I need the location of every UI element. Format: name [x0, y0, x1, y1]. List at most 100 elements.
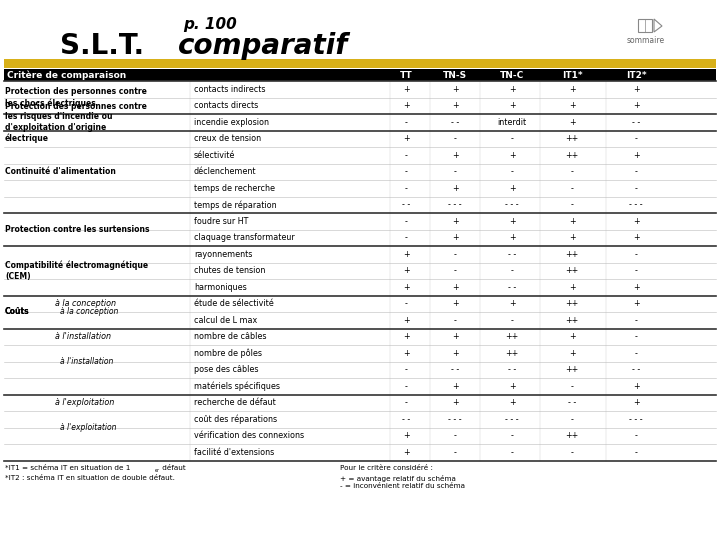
Text: -: - — [634, 167, 637, 176]
Text: à l'exploitation: à l'exploitation — [55, 399, 114, 407]
Text: contacts directs: contacts directs — [194, 102, 258, 110]
Text: +: + — [451, 184, 459, 193]
Text: +: + — [402, 266, 409, 275]
Text: +: + — [569, 118, 575, 127]
Text: -: - — [405, 184, 408, 193]
Text: Critère de comparaison: Critère de comparaison — [7, 70, 126, 80]
Text: claquage transformateur: claquage transformateur — [194, 233, 294, 242]
Bar — [4, 59, 716, 68]
Text: +: + — [509, 233, 516, 242]
Text: +: + — [451, 399, 459, 407]
Text: - -: - - — [508, 283, 516, 292]
Text: +: + — [402, 349, 409, 357]
Text: +: + — [509, 85, 516, 94]
Text: -: - — [405, 365, 408, 374]
Text: incendie explosion: incendie explosion — [194, 118, 269, 127]
Text: TT: TT — [400, 71, 413, 79]
Text: - = inconvénient relatif du schéma: - = inconvénient relatif du schéma — [340, 483, 465, 489]
Text: +: + — [451, 102, 459, 110]
Text: +: + — [633, 283, 639, 292]
Text: à la conception: à la conception — [60, 307, 118, 316]
Text: -: - — [405, 299, 408, 308]
Text: ++: ++ — [505, 349, 518, 357]
Text: -: - — [570, 382, 573, 391]
Text: +: + — [451, 283, 459, 292]
Text: +: + — [509, 184, 516, 193]
Text: nombre de câbles: nombre de câbles — [194, 332, 266, 341]
Text: -: - — [405, 167, 408, 176]
Text: -: - — [454, 448, 456, 457]
Text: +: + — [633, 233, 639, 242]
Text: harmoniques: harmoniques — [194, 283, 247, 292]
Text: calcul de L max: calcul de L max — [194, 316, 257, 325]
Text: + = avantage relatif du schéma: + = avantage relatif du schéma — [340, 475, 456, 482]
Text: -: - — [454, 167, 456, 176]
Text: TN-C: TN-C — [500, 71, 524, 79]
Text: +: + — [633, 151, 639, 160]
Text: -: - — [570, 167, 573, 176]
Text: - -: - - — [402, 415, 410, 424]
Text: -: - — [634, 431, 637, 440]
Text: +: + — [569, 332, 575, 341]
Text: à l'installation: à l'installation — [60, 357, 113, 366]
Text: +: + — [402, 102, 409, 110]
Text: +: + — [451, 382, 459, 391]
Text: vérification des connexions: vérification des connexions — [194, 431, 304, 440]
Text: Coûts: Coûts — [5, 307, 30, 316]
Text: -: - — [634, 266, 637, 275]
Text: -: - — [510, 134, 513, 143]
Text: -: - — [405, 118, 408, 127]
Text: Continuité d'alimentation: Continuité d'alimentation — [5, 167, 116, 176]
Text: - -: - - — [632, 365, 640, 374]
Text: +: + — [451, 332, 459, 341]
Bar — [638, 19, 652, 32]
Text: -: - — [634, 448, 637, 457]
Text: *IT2 : schéma IT en situation de double défaut.: *IT2 : schéma IT en situation de double … — [5, 476, 175, 482]
Text: -: - — [510, 167, 513, 176]
Text: -: - — [570, 184, 573, 193]
Text: -: - — [634, 184, 637, 193]
Text: er: er — [155, 468, 160, 472]
Text: +: + — [569, 233, 575, 242]
Text: +: + — [402, 332, 409, 341]
Text: -: - — [405, 399, 408, 407]
Text: - - -: - - - — [448, 200, 462, 209]
Text: +: + — [451, 151, 459, 160]
Text: - - -: - - - — [505, 415, 519, 424]
Text: +: + — [451, 85, 459, 94]
Text: -: - — [634, 134, 637, 143]
Text: -: - — [454, 431, 456, 440]
Text: rayonnements: rayonnements — [194, 249, 253, 259]
Text: -: - — [510, 448, 513, 457]
Text: -: - — [454, 316, 456, 325]
Text: +: + — [569, 283, 575, 292]
Text: ++: ++ — [565, 316, 579, 325]
Text: +: + — [633, 217, 639, 226]
Bar — [4, 69, 716, 81]
Text: - -: - - — [451, 365, 459, 374]
Text: - - -: - - - — [629, 415, 643, 424]
Text: Pour le critère considéré :: Pour le critère considéré : — [340, 465, 433, 471]
Text: +: + — [451, 217, 459, 226]
Text: ++: ++ — [565, 431, 579, 440]
Text: +: + — [509, 102, 516, 110]
Text: à l'exploitation: à l'exploitation — [60, 423, 117, 432]
Text: sélectivité: sélectivité — [194, 151, 235, 160]
Text: +: + — [402, 283, 409, 292]
Text: +: + — [402, 316, 409, 325]
Text: contacts indirects: contacts indirects — [194, 85, 266, 94]
Text: *IT1 = schéma IT en situation de 1: *IT1 = schéma IT en situation de 1 — [5, 465, 130, 471]
Text: +: + — [509, 299, 516, 308]
Text: - - -: - - - — [629, 200, 643, 209]
Text: -: - — [405, 233, 408, 242]
Text: -: - — [634, 249, 637, 259]
Text: -: - — [634, 349, 637, 357]
Text: +: + — [569, 85, 575, 94]
Text: +: + — [402, 85, 409, 94]
Text: ++: ++ — [565, 365, 579, 374]
Text: foudre sur HT: foudre sur HT — [194, 217, 248, 226]
Text: +: + — [509, 217, 516, 226]
Text: -: - — [405, 217, 408, 226]
Text: +: + — [402, 448, 409, 457]
Text: +: + — [633, 85, 639, 94]
